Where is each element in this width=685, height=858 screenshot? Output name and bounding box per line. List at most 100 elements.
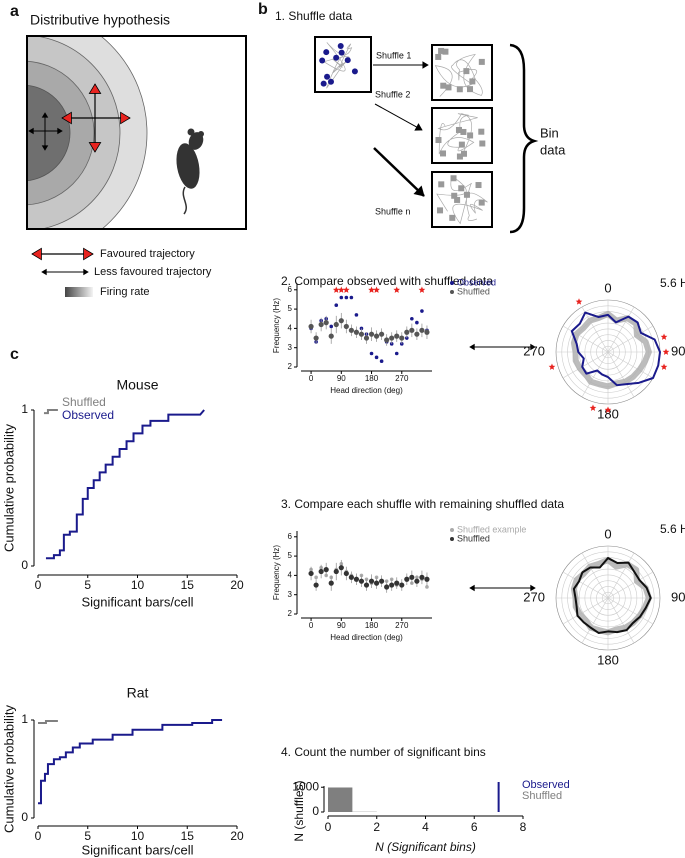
data-point bbox=[394, 351, 399, 356]
mouse-icon bbox=[176, 128, 204, 215]
spike bbox=[475, 182, 482, 189]
legend-label: Shuffled bbox=[522, 790, 562, 802]
brace bbox=[509, 43, 539, 234]
data-point bbox=[358, 578, 365, 584]
x-axis-label: Significant bars/cell bbox=[82, 594, 194, 609]
polar-spoke bbox=[607, 351, 654, 379]
x-tick-label: 0 bbox=[309, 374, 314, 383]
data-point bbox=[363, 582, 370, 588]
spike bbox=[438, 47, 445, 54]
significance-star bbox=[368, 286, 375, 293]
y-tick-label: 3 bbox=[288, 590, 293, 599]
spike bbox=[455, 126, 462, 133]
data-point bbox=[308, 570, 314, 577]
significance-star bbox=[604, 406, 612, 413]
data-point bbox=[389, 582, 395, 588]
data-point bbox=[379, 359, 384, 364]
spike bbox=[456, 86, 463, 93]
data-point bbox=[343, 570, 349, 577]
data-point bbox=[419, 327, 425, 333]
shuffle-label: Shuffle 2 bbox=[375, 89, 410, 99]
radius-label: 5.6 Hz bbox=[660, 276, 685, 290]
significance-star bbox=[373, 286, 380, 293]
angle-label: 180 bbox=[597, 406, 619, 421]
arrow-head bbox=[120, 111, 131, 125]
spike bbox=[351, 68, 358, 75]
spike bbox=[435, 53, 442, 60]
legend-label: Shuffled example bbox=[457, 524, 526, 534]
data-point bbox=[343, 323, 349, 330]
x-tick-label: 270 bbox=[395, 374, 409, 383]
panel-label: b bbox=[258, 1, 268, 18]
data-point bbox=[338, 318, 344, 324]
x-tick-label: 90 bbox=[337, 374, 346, 383]
x-tick-label: 0 bbox=[325, 820, 332, 834]
significance-star bbox=[660, 333, 668, 340]
polar-spoke bbox=[607, 351, 635, 398]
spike bbox=[478, 128, 485, 135]
bin-label: data bbox=[540, 142, 566, 157]
data-line bbox=[43, 409, 58, 415]
firing-rate-scale bbox=[65, 287, 93, 297]
shuffle-label: Shuffle 1 bbox=[376, 50, 411, 60]
spike bbox=[442, 48, 449, 55]
data-point bbox=[318, 568, 324, 575]
arrow-head bbox=[31, 247, 42, 261]
angle-label: 180 bbox=[597, 652, 619, 667]
significance-star bbox=[575, 298, 583, 305]
data-point bbox=[425, 585, 429, 589]
x-axis-label: N (Significant bins) bbox=[375, 840, 476, 854]
legend-label: Observed bbox=[457, 277, 496, 287]
x-tick-label: 0 bbox=[35, 578, 42, 592]
spike bbox=[460, 150, 467, 157]
arrow-head bbox=[530, 343, 536, 351]
spike bbox=[449, 214, 456, 221]
spike bbox=[323, 49, 330, 56]
y-axis-label: N (shuffles) bbox=[292, 780, 306, 841]
data-point bbox=[313, 582, 319, 588]
data-point bbox=[399, 582, 405, 588]
arrow-head bbox=[57, 127, 63, 135]
data-point bbox=[328, 333, 334, 339]
data-point bbox=[409, 327, 415, 333]
arena bbox=[26, 35, 247, 230]
arrow-head bbox=[469, 584, 475, 592]
polar-spoke bbox=[607, 552, 635, 599]
data-point bbox=[369, 351, 374, 356]
data-point bbox=[394, 580, 400, 586]
polar-spoke bbox=[607, 597, 654, 625]
spike bbox=[344, 57, 351, 64]
data-point bbox=[424, 329, 430, 335]
polar-spoke bbox=[562, 351, 609, 379]
data-point bbox=[339, 295, 344, 300]
y-tick-label: 0 bbox=[21, 558, 28, 572]
spike bbox=[445, 84, 452, 91]
legend-label: Observed bbox=[62, 408, 114, 422]
y-tick-label: 2 bbox=[288, 362, 293, 371]
data-point bbox=[414, 578, 420, 584]
x-tick-label: 0 bbox=[35, 829, 42, 843]
spike bbox=[333, 54, 340, 61]
polar-spoke bbox=[562, 571, 609, 599]
legend-label: Firing rate bbox=[100, 286, 150, 298]
y-tick-label: 5 bbox=[288, 304, 293, 313]
panel-label: a bbox=[10, 3, 19, 20]
arrow-head bbox=[469, 343, 475, 351]
x-axis-label: Head direction (deg) bbox=[330, 633, 403, 642]
polar-spoke bbox=[562, 325, 609, 353]
x-tick-label: 15 bbox=[181, 829, 195, 843]
y-tick-label: 4 bbox=[288, 571, 293, 580]
x-tick-label: 5 bbox=[84, 578, 91, 592]
x-tick-label: 270 bbox=[395, 621, 409, 630]
spike bbox=[320, 80, 327, 87]
data-point bbox=[353, 576, 360, 582]
arrow-head bbox=[28, 127, 34, 135]
y-tick-label: 0 bbox=[21, 810, 28, 824]
data-point bbox=[333, 321, 339, 328]
spike bbox=[467, 132, 474, 139]
y-axis-label: Frequency (Hz) bbox=[272, 298, 281, 353]
x-tick-label: 10 bbox=[131, 578, 145, 592]
trajectory bbox=[434, 53, 483, 97]
spike bbox=[478, 199, 485, 206]
